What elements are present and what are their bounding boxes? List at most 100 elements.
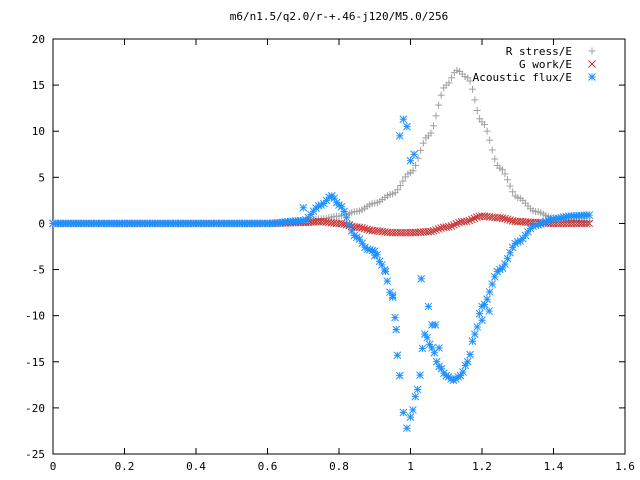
- data-point: [411, 392, 420, 401]
- marker-stroke: [444, 222, 453, 231]
- data-point: [485, 288, 494, 296]
- marker-stroke: [462, 217, 471, 226]
- data-point: [412, 161, 420, 169]
- y-tick-label: -20: [25, 402, 45, 415]
- data-point: [383, 277, 392, 285]
- data-point: [498, 166, 506, 174]
- marker-stroke: [420, 330, 429, 338]
- data-point: [399, 115, 408, 124]
- x-tick-label: 1.4: [544, 460, 564, 473]
- data-point: [392, 325, 401, 334]
- data-point: [360, 224, 369, 233]
- marker-stroke: [421, 227, 430, 236]
- marker-stroke: [465, 216, 474, 225]
- data-point: [585, 211, 594, 219]
- marker-stroke: [588, 73, 596, 81]
- marker-stroke: [423, 333, 432, 342]
- marker-stroke: [360, 224, 369, 233]
- data-point: [585, 219, 594, 228]
- marker-stroke: [468, 337, 477, 346]
- marker-stroke: [428, 321, 436, 329]
- data-point: [465, 216, 474, 225]
- marker-stroke: [342, 213, 351, 222]
- data-point: [506, 216, 514, 225]
- data-point: [337, 219, 346, 228]
- marker-stroke: [395, 371, 404, 380]
- data-point: [481, 121, 489, 129]
- marker-stroke: [358, 239, 367, 248]
- marker-stroke: [431, 321, 440, 329]
- x-tick-label: 0.6: [258, 460, 278, 473]
- marker-stroke: [393, 351, 402, 360]
- data-point: [429, 226, 438, 235]
- marker-stroke: [388, 291, 397, 300]
- data-point: [473, 323, 482, 331]
- marker-stroke: [403, 122, 411, 131]
- marker-stroke: [463, 357, 472, 366]
- data-point: [478, 316, 486, 325]
- legend-label: G work/E: [519, 58, 572, 71]
- marker-stroke: [582, 219, 591, 228]
- marker-stroke: [485, 288, 494, 296]
- x-tick-label: 0: [50, 460, 57, 473]
- marker-stroke: [442, 371, 451, 380]
- plot-frame: [52, 38, 626, 455]
- data-point: [424, 302, 433, 311]
- data-point: [491, 155, 499, 163]
- data-point: [406, 156, 415, 165]
- data-point: [447, 222, 456, 230]
- y-tick-label: -10: [25, 310, 45, 323]
- marker-stroke: [299, 203, 308, 212]
- marker-stroke: [488, 280, 497, 288]
- legend-marker: [588, 60, 596, 68]
- marker-stroke: [406, 413, 415, 421]
- data-marks: [49, 66, 594, 433]
- data-point: [435, 344, 443, 352]
- marker-stroke: [432, 357, 441, 366]
- marker-stroke: [337, 202, 346, 211]
- marker-stroke: [378, 261, 386, 269]
- data-point: [431, 321, 440, 329]
- data-point: [399, 177, 407, 185]
- data-point: [403, 122, 411, 131]
- legend-marker: [588, 47, 596, 55]
- legend-label: R stress/E: [506, 45, 572, 58]
- data-point: [396, 182, 404, 190]
- data-point: [485, 307, 494, 315]
- marker-stroke: [483, 295, 491, 303]
- data-point: [399, 408, 408, 417]
- data-point: [503, 254, 512, 263]
- data-point: [423, 333, 432, 342]
- y-tick-label: 5: [38, 171, 45, 184]
- marker-stroke: [406, 156, 415, 165]
- data-point: [450, 221, 458, 229]
- data-point: [419, 139, 427, 147]
- marker-stroke: [473, 213, 481, 222]
- data-point: [395, 371, 404, 380]
- data-point: [434, 225, 443, 233]
- data-point: [358, 224, 366, 232]
- marker-stroke: [437, 364, 446, 373]
- marker-stroke: [585, 211, 594, 219]
- marker-stroke: [470, 330, 479, 338]
- marker-stroke: [416, 371, 424, 379]
- data-point: [417, 146, 425, 154]
- marker-stroke: [355, 223, 364, 232]
- data-point: [444, 222, 453, 231]
- marker-stroke: [442, 223, 451, 231]
- data-point: [409, 167, 417, 175]
- marker-stroke: [467, 215, 476, 224]
- marker-stroke: [335, 201, 343, 209]
- marker-stroke: [399, 115, 408, 124]
- marker-stroke: [452, 219, 461, 228]
- data-point: [417, 274, 426, 283]
- marker-stroke: [409, 228, 417, 237]
- data-point: [459, 368, 467, 376]
- data-point: [501, 170, 509, 178]
- data-point: [427, 129, 435, 137]
- marker-stroke: [501, 214, 509, 223]
- data-point: [337, 202, 346, 211]
- marker-stroke: [457, 218, 466, 226]
